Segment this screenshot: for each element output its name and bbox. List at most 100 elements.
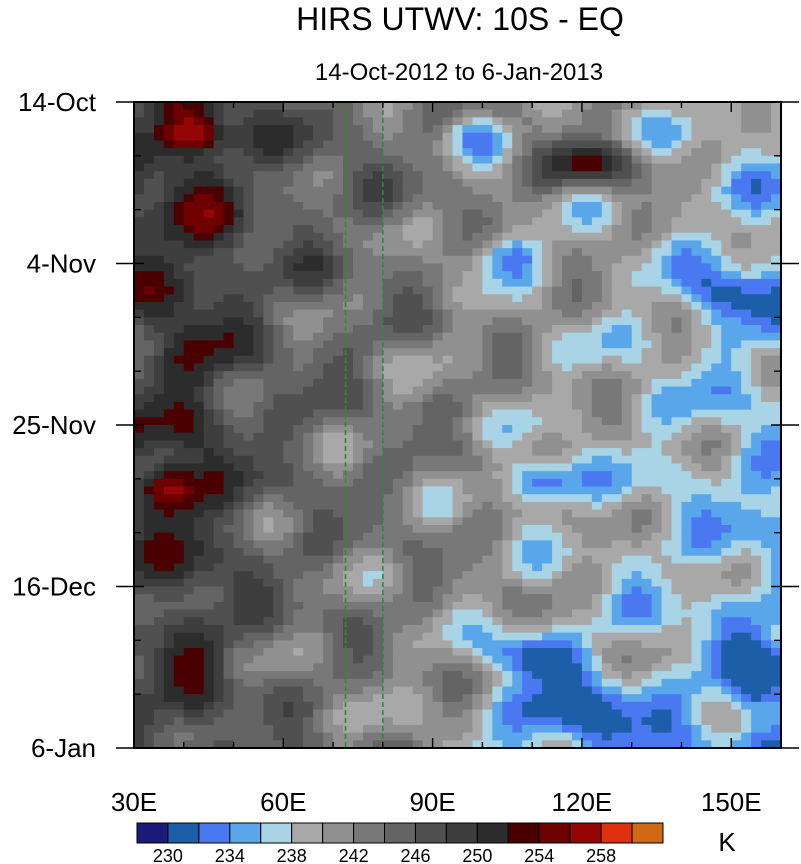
heatmap-cell	[303, 440, 314, 449]
heatmap-cell	[711, 624, 722, 634]
heatmap-cell	[711, 132, 722, 142]
heatmap-cell	[601, 255, 613, 265]
heatmap-cell	[432, 401, 444, 411]
heatmap-cell	[183, 201, 195, 211]
heatmap-cell	[163, 471, 175, 480]
heatmap-cell	[372, 624, 384, 634]
heatmap-cell	[442, 178, 454, 188]
heatmap-cell	[591, 386, 603, 395]
heatmap-cell	[681, 432, 693, 441]
heatmap-cell	[591, 201, 603, 211]
heatmap-cell	[213, 678, 225, 688]
heatmap-cell	[581, 678, 593, 688]
heatmap-cell	[741, 140, 752, 149]
heatmap-cell	[442, 532, 454, 541]
heatmap-cell	[323, 186, 334, 195]
heatmap-cell	[691, 432, 702, 441]
heatmap-cell	[721, 594, 732, 603]
heatmap-cell	[313, 594, 324, 603]
heatmap-cell	[571, 555, 583, 565]
heatmap-cell	[621, 632, 633, 641]
heatmap-cell	[581, 363, 593, 372]
heatmap-cell	[422, 478, 434, 488]
heatmap-cell	[173, 425, 185, 434]
heatmap-cell	[741, 517, 752, 526]
heatmap-cell	[382, 232, 394, 242]
heatmap-cell	[293, 378, 304, 388]
heatmap-cell	[731, 432, 742, 441]
heatmap-cell	[771, 540, 782, 549]
heatmap-cell	[562, 109, 573, 118]
heatmap-cell	[193, 671, 205, 680]
heatmap-cell	[183, 163, 195, 172]
heatmap-cell	[532, 371, 543, 380]
heatmap-cell	[352, 409, 364, 418]
heatmap-cell	[482, 563, 493, 572]
heatmap-cell	[193, 417, 205, 426]
heatmap-cell	[522, 363, 533, 372]
heatmap-cell	[422, 624, 434, 634]
heatmap-cell	[134, 363, 145, 372]
heatmap-cell	[621, 425, 633, 434]
heatmap-cell	[253, 448, 264, 457]
heatmap-cell	[422, 294, 434, 303]
heatmap-cell	[422, 163, 434, 172]
heatmap-cell	[432, 555, 444, 565]
heatmap-cell	[532, 555, 543, 565]
heatmap-cell	[522, 617, 533, 626]
heatmap-cell	[153, 163, 165, 172]
heatmap-cell	[303, 232, 314, 242]
heatmap-cell	[691, 509, 702, 518]
heatmap-cell	[691, 640, 702, 649]
heatmap-cell	[303, 594, 314, 603]
heatmap-cell	[343, 401, 354, 411]
heatmap-cell	[412, 409, 424, 418]
heatmap-cell	[552, 163, 563, 172]
heatmap-cell	[661, 332, 673, 341]
heatmap-cell	[183, 663, 195, 672]
heatmap-cell	[611, 624, 623, 634]
heatmap-cell	[661, 325, 673, 334]
heatmap-cell	[771, 655, 782, 664]
heatmap-cell	[203, 378, 215, 388]
heatmap-cell	[701, 248, 712, 257]
heatmap-cell	[681, 440, 693, 449]
heatmap-cell	[621, 617, 633, 626]
heatmap-cell	[472, 248, 483, 257]
heatmap-cell	[143, 378, 155, 388]
heatmap-cell	[532, 578, 543, 588]
heatmap-cell	[691, 386, 702, 395]
heatmap-cell	[452, 117, 464, 126]
heatmap-cell	[243, 409, 255, 418]
heatmap-cell	[571, 640, 583, 649]
heatmap-cell	[631, 340, 643, 349]
heatmap-cell	[303, 517, 314, 526]
heatmap-cell	[751, 448, 762, 457]
heatmap-cell	[233, 401, 245, 411]
heatmap-cell	[283, 217, 294, 226]
heatmap-cell	[601, 140, 613, 149]
heatmap-cell	[482, 640, 493, 649]
heatmap-cell	[591, 432, 603, 441]
heatmap-cell	[203, 248, 215, 257]
heatmap-cell	[462, 132, 474, 142]
heatmap-cell	[651, 155, 663, 165]
heatmap-cell	[442, 394, 454, 403]
heatmap-cell	[233, 617, 245, 626]
heatmap-cell	[263, 163, 274, 172]
heatmap-cell	[203, 178, 215, 188]
heatmap-cell	[542, 278, 553, 288]
heatmap-cell	[153, 494, 165, 503]
heatmap-cell	[183, 486, 195, 495]
heatmap-cell	[701, 517, 712, 526]
heatmap-cell	[611, 232, 623, 242]
heatmap-cell	[382, 486, 394, 495]
heatmap-cell	[651, 594, 663, 603]
heatmap-cell	[532, 632, 543, 641]
heatmap-cell	[701, 409, 712, 418]
heatmap-cell	[392, 663, 404, 672]
heatmap-cell	[591, 671, 603, 680]
heatmap-cell	[721, 209, 732, 218]
heatmap-cell	[153, 409, 165, 418]
heatmap-cell	[681, 686, 693, 695]
